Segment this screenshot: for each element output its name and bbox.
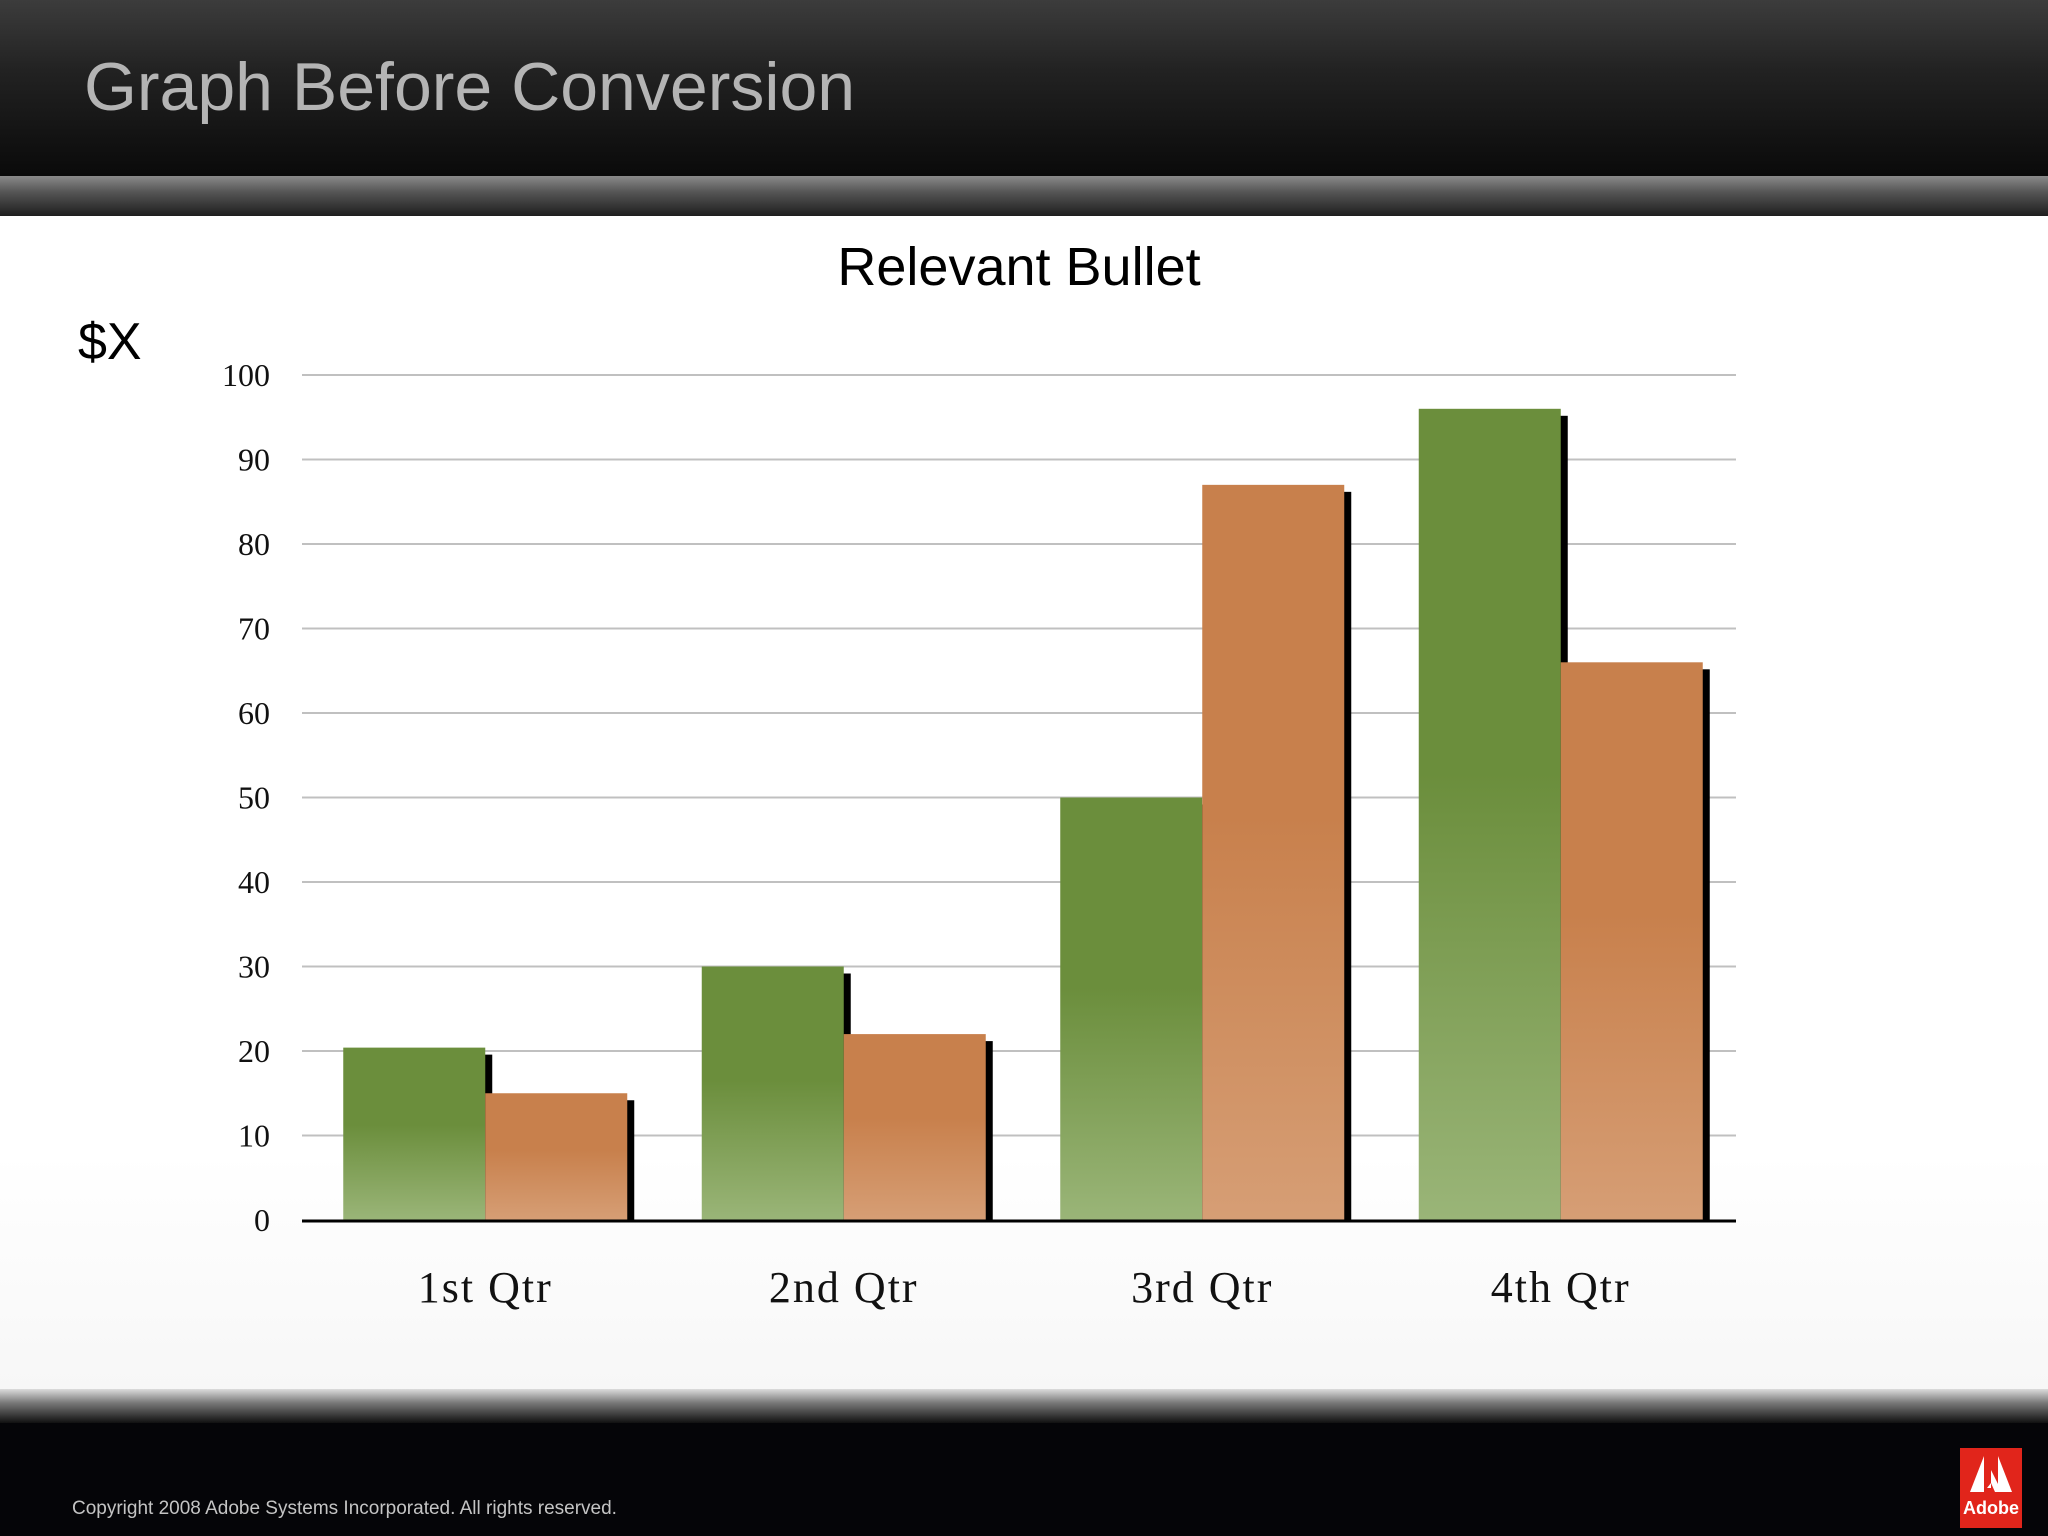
y-tick-label: 10	[238, 1118, 270, 1154]
y-tick-labels: 0 10 20 30 40 50 60 70 80 90 100	[222, 357, 270, 1238]
y-tick-label: 70	[238, 611, 270, 647]
x-category-label: 1st Qtr	[418, 1263, 553, 1312]
y-tick-label: 60	[238, 695, 270, 731]
chart-title: Relevant Bullet	[837, 237, 1201, 297]
bar-series1-3rd-qtr	[1060, 797, 1203, 1220]
x-category-label: 2nd Qtr	[769, 1263, 919, 1312]
bar-series2-2nd-qtr	[843, 1034, 986, 1220]
header-divider	[0, 176, 2048, 216]
bar-series2-3rd-qtr	[1202, 484, 1345, 1221]
bar-series2-4th-qtr	[1560, 662, 1703, 1220]
copyright-text: Copyright 2008 Adobe Systems Incorporate…	[72, 1498, 617, 1519]
y-tick-label: 0	[254, 1202, 270, 1238]
footer-bar	[0, 1423, 2048, 1536]
footer-divider	[0, 1389, 2048, 1423]
x-category-label: 4th Qtr	[1491, 1263, 1631, 1312]
y-tick-label: 40	[238, 864, 270, 900]
adobe-logo-icon	[1960, 1448, 2022, 1528]
y-tick-label: 30	[238, 949, 270, 985]
adobe-logo-text: Adobe	[1963, 1498, 2019, 1518]
bar-series1-1st-qtr	[343, 1047, 486, 1220]
bar-series1-4th-qtr	[1418, 408, 1561, 1220]
y-tick-label: 100	[222, 357, 270, 393]
y-tick-label: 80	[238, 526, 270, 562]
x-category-label: 3rd Qtr	[1131, 1263, 1273, 1312]
y-axis-unit-label: $X	[78, 313, 142, 371]
y-tick-label: 90	[238, 442, 270, 478]
bar-series2-1st-qtr	[485, 1093, 628, 1220]
header-bar	[0, 0, 2048, 176]
bars	[302, 408, 1736, 1223]
slide-title: Graph Before Conversion	[84, 49, 856, 125]
y-tick-label: 50	[238, 780, 270, 816]
x-category-labels: 1st Qtr 2nd Qtr 3rd Qtr 4th Qtr	[418, 1263, 1631, 1312]
bar-series1-2nd-qtr	[701, 966, 844, 1220]
y-tick-label: 20	[238, 1033, 270, 1069]
